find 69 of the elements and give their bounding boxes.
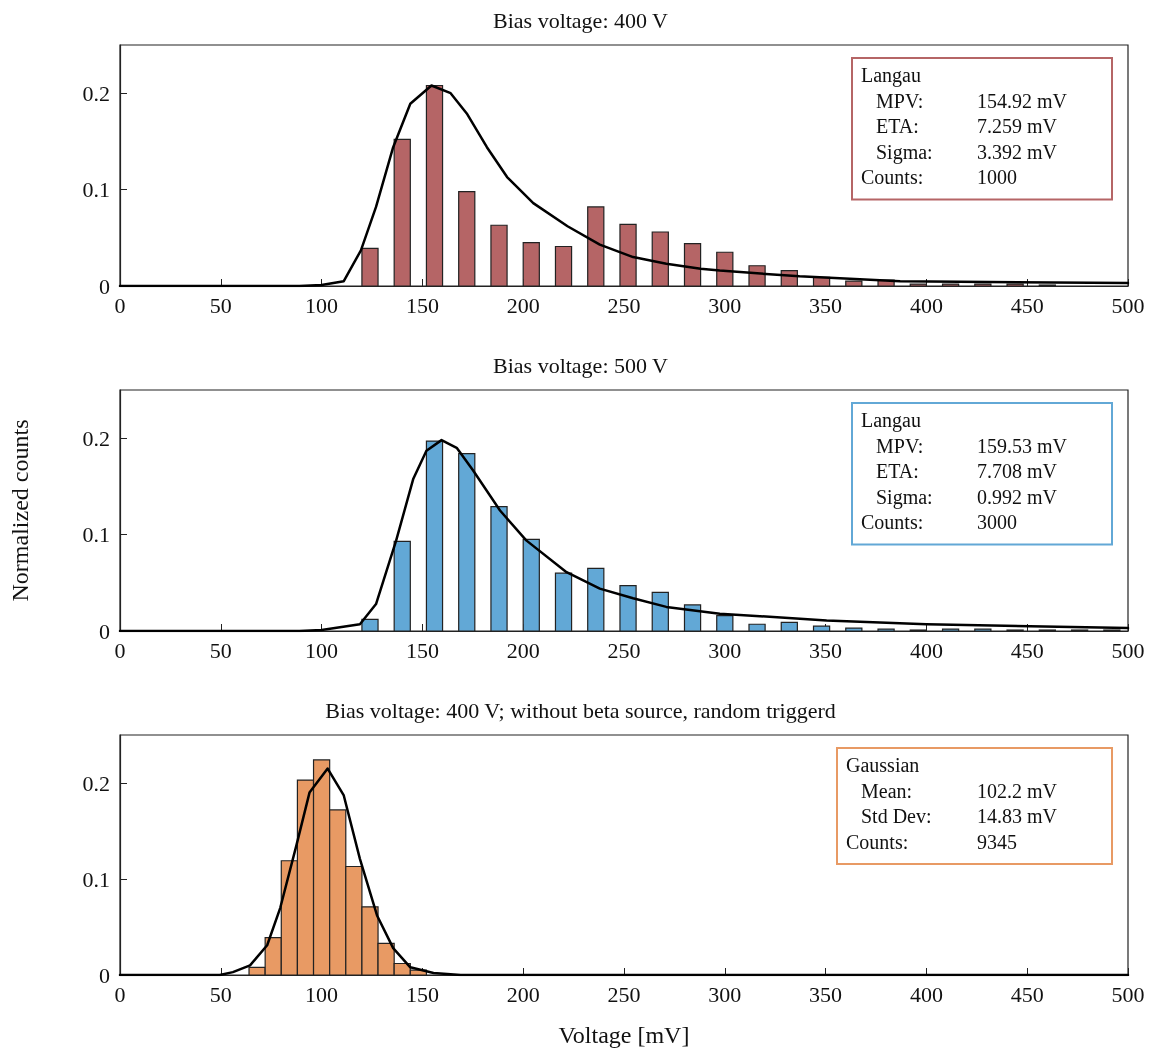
x-tick-label: 50 bbox=[209, 292, 232, 318]
x-tick-label: 450 bbox=[1010, 292, 1044, 318]
annotation: Langau bbox=[861, 64, 921, 87]
annotation: 7.708 mV bbox=[977, 460, 1058, 482]
x-tick-label: 350 bbox=[809, 981, 843, 1007]
annotation: 159.53 mV bbox=[977, 434, 1068, 457]
annotation: 9345 bbox=[977, 830, 1017, 853]
x-tick-label: 250 bbox=[607, 981, 641, 1007]
annotation: Counts: bbox=[846, 830, 909, 853]
x-tick-label: 350 bbox=[809, 292, 843, 318]
x-axis-title: Voltage [mV] bbox=[558, 1022, 690, 1048]
x-tick-label: 450 bbox=[1010, 637, 1044, 663]
x-tick-label: 450 bbox=[1010, 981, 1044, 1007]
annotation: 1000 bbox=[977, 166, 1017, 188]
x-tick-label: 150 bbox=[405, 292, 439, 318]
y-tick-label: 0.2 bbox=[82, 425, 110, 451]
chart-title: Bias voltage: 400 V bbox=[493, 7, 669, 33]
annotation: Langau bbox=[861, 409, 921, 432]
x-tick-label: 400 bbox=[909, 637, 943, 663]
annotation: Std Dev: bbox=[861, 805, 932, 827]
annotation: Mean: bbox=[861, 779, 913, 802]
x-tick-label: 200 bbox=[506, 292, 540, 318]
x-tick-label: 50 bbox=[209, 637, 232, 663]
annotation: Counts: bbox=[861, 166, 924, 188]
annotation: ETA: bbox=[876, 115, 919, 137]
y-axis-title: Normalized counts bbox=[7, 419, 33, 602]
x-tick-label: 150 bbox=[405, 637, 439, 663]
annotation: 154.92 mV bbox=[977, 89, 1068, 112]
annotation: 3.392 mV bbox=[977, 140, 1058, 163]
annotation: MPV: bbox=[876, 89, 924, 112]
x-tick-label: 200 bbox=[506, 637, 540, 663]
y-tick-label: 0.1 bbox=[82, 177, 110, 203]
y-tick-label: 0.2 bbox=[82, 770, 110, 796]
x-tick-label: 200 bbox=[506, 981, 540, 1007]
x-tick-label: 100 bbox=[305, 292, 339, 318]
x-tick-label: 250 bbox=[607, 292, 641, 318]
y-tick-label: 0.1 bbox=[82, 866, 110, 892]
x-tick-label: 100 bbox=[305, 637, 339, 663]
annotation: Gaussian bbox=[846, 754, 920, 776]
x-tick-label: 100 bbox=[305, 981, 339, 1007]
y-tick-label: 0 bbox=[99, 618, 110, 644]
x-tick-label: 400 bbox=[909, 981, 943, 1007]
x-tick-label: 300 bbox=[708, 637, 742, 663]
y-tick-label: 0 bbox=[99, 962, 110, 988]
x-tick-label: 300 bbox=[708, 292, 742, 318]
annotation: 7.259 mV bbox=[977, 115, 1058, 137]
x-tick-label: 500 bbox=[1111, 981, 1145, 1007]
x-tick-label: 150 bbox=[405, 981, 439, 1007]
y-tick-label: 0 bbox=[99, 273, 110, 299]
annotation: ETA: bbox=[876, 460, 919, 482]
x-tick-label: 350 bbox=[809, 637, 843, 663]
x-tick-label: 500 bbox=[1111, 292, 1145, 318]
x-tick-label: 250 bbox=[607, 637, 641, 663]
annotation: 14.83 mV bbox=[977, 805, 1058, 827]
annotation: MPV: bbox=[876, 434, 924, 457]
chart-title: Bias voltage: 400 V; without beta source, random triggerd bbox=[325, 697, 836, 723]
chart-title: Bias voltage: 500 V bbox=[493, 352, 669, 378]
annotation: Sigma: bbox=[876, 485, 933, 509]
annotation: 0.992 mV bbox=[977, 485, 1058, 508]
annotation: Counts: bbox=[861, 511, 924, 533]
annotation: 3000 bbox=[977, 511, 1017, 533]
y-tick-label: 0.2 bbox=[82, 80, 110, 106]
x-tick-label: 300 bbox=[708, 981, 742, 1007]
x-tick-label: 400 bbox=[909, 292, 943, 318]
y-tick-label: 0.1 bbox=[82, 522, 110, 548]
x-tick-label: 500 bbox=[1111, 637, 1145, 663]
x-tick-label: 50 bbox=[209, 981, 232, 1007]
annotation: Sigma: bbox=[876, 140, 933, 164]
annotation: 102.2 mV bbox=[977, 779, 1058, 802]
